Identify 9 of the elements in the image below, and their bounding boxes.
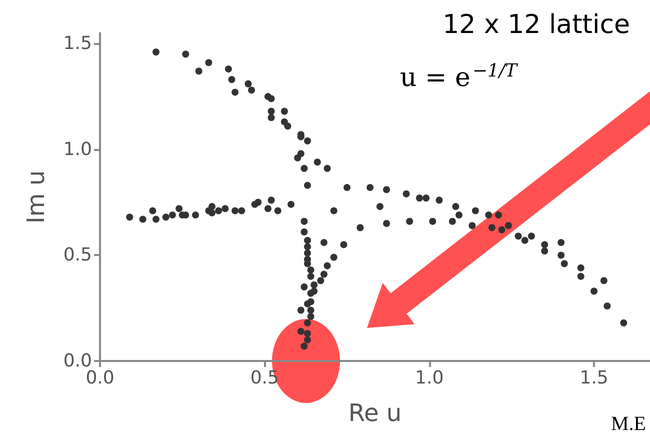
y-tick-label: 1.0: [63, 138, 92, 160]
text: M.E: [611, 413, 646, 435]
y-tick-label: 0.5: [63, 244, 92, 266]
y-axis-title: Im u: [22, 170, 50, 224]
x-axis-title: Re u: [348, 399, 402, 427]
x-tick-label: 1.5: [580, 368, 608, 388]
x-tick-label: 1.0: [415, 368, 444, 388]
annotation: 12 x 12 lattice: [442, 10, 630, 40]
y-tick-label: 1.5: [63, 33, 92, 54]
